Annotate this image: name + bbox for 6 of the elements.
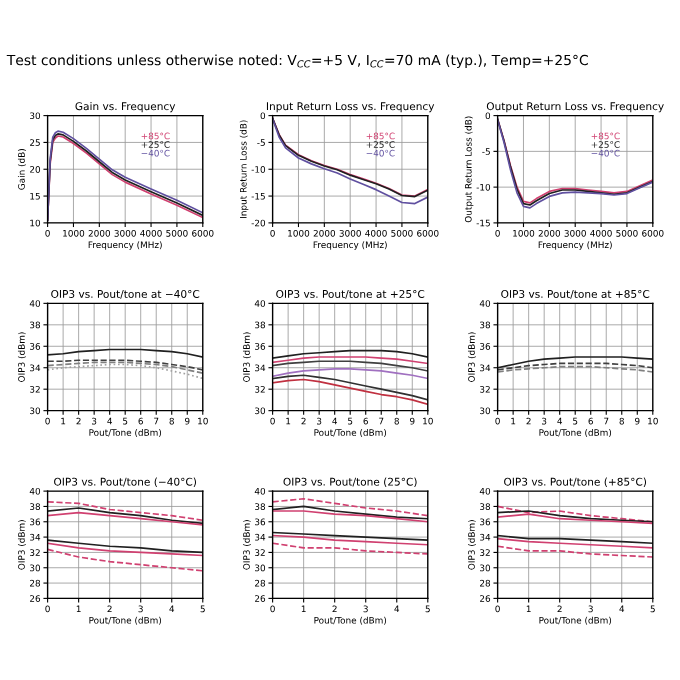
line-series (272, 374, 428, 401)
line-series (47, 507, 203, 525)
line-series (272, 505, 428, 520)
line-series (47, 548, 203, 572)
line-series (272, 378, 428, 406)
line-series (272, 497, 428, 517)
